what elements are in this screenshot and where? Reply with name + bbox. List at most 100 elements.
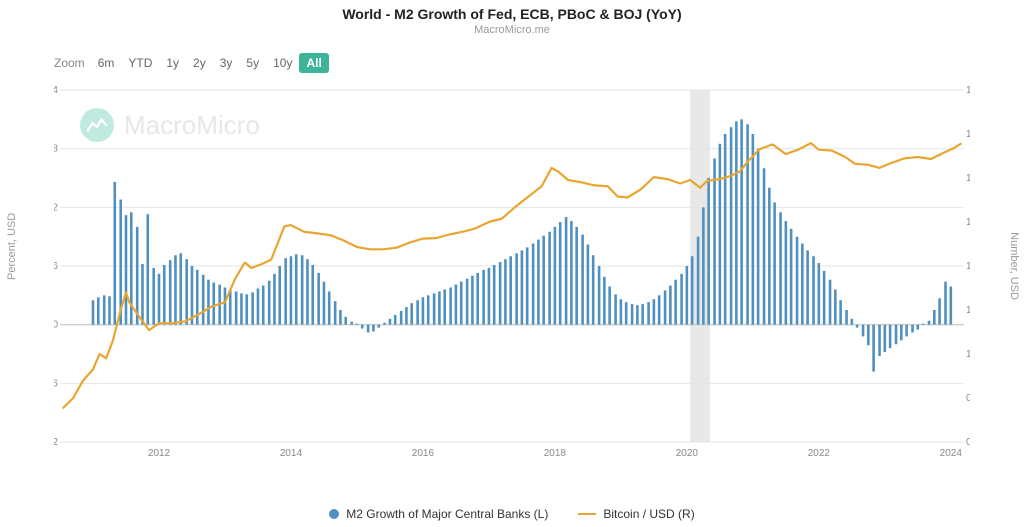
bar xyxy=(851,319,854,325)
bar xyxy=(295,254,298,324)
ytick-left: 12 xyxy=(54,202,58,213)
bar xyxy=(686,266,689,325)
bar xyxy=(713,158,716,324)
zoom-1y[interactable]: 1y xyxy=(159,53,186,73)
bar xyxy=(735,121,738,324)
bar xyxy=(845,310,848,325)
bar xyxy=(410,303,413,325)
zoom-ytd[interactable]: YTD xyxy=(121,53,159,73)
bar xyxy=(636,305,639,325)
bar xyxy=(867,325,870,346)
bar xyxy=(928,321,931,325)
bar xyxy=(724,134,727,325)
zoom-2y[interactable]: 2y xyxy=(186,53,213,73)
bar xyxy=(471,276,474,325)
xtick: 2020 xyxy=(676,448,699,459)
bar xyxy=(542,236,545,325)
bar xyxy=(290,256,293,324)
bar xyxy=(570,221,573,325)
bar xyxy=(224,288,227,325)
bar xyxy=(653,299,656,324)
bar xyxy=(889,325,892,348)
bar xyxy=(641,304,644,325)
bar xyxy=(389,319,392,325)
bar xyxy=(608,287,611,325)
bar xyxy=(344,317,347,325)
zoom-all[interactable]: All xyxy=(299,53,328,73)
bar xyxy=(268,281,271,325)
y-axis-left-label: Percent, USD xyxy=(6,213,18,280)
bar xyxy=(647,302,650,324)
legend-item-line[interactable]: Bitcoin / USD (R) xyxy=(578,507,694,521)
bar xyxy=(394,315,397,325)
bar xyxy=(240,293,243,324)
bar xyxy=(872,325,875,372)
bar xyxy=(796,237,799,325)
bar xyxy=(631,304,634,325)
bar xyxy=(674,280,677,325)
bar xyxy=(174,255,177,324)
zoom-label: Zoom xyxy=(54,56,85,70)
bar xyxy=(900,325,903,341)
zoom-5y[interactable]: 5y xyxy=(239,53,266,73)
bar xyxy=(163,265,166,325)
bar xyxy=(592,255,595,324)
ytick-left: 24 xyxy=(54,86,58,96)
bar xyxy=(125,215,128,325)
bar xyxy=(383,323,386,325)
zoom-10y[interactable]: 10y xyxy=(266,53,299,73)
bar xyxy=(691,256,694,324)
bar xyxy=(356,324,359,325)
bar xyxy=(620,299,623,324)
xtick: 2012 xyxy=(148,448,171,459)
bar xyxy=(372,325,375,332)
zoom-6m[interactable]: 6m xyxy=(91,53,122,73)
y-axis-right-label: Number, USD xyxy=(1008,232,1020,300)
ytick-right: 1K xyxy=(966,217,970,228)
bar xyxy=(785,221,788,325)
ytick-left: 0 xyxy=(54,320,58,331)
zoom-3y[interactable]: 3y xyxy=(213,53,240,73)
ytick-right: 1M xyxy=(966,86,970,96)
bar xyxy=(575,227,578,325)
bar xyxy=(169,260,172,325)
bar xyxy=(311,265,314,325)
bar xyxy=(614,294,617,324)
bar xyxy=(158,274,161,325)
bar xyxy=(740,119,743,324)
bar xyxy=(806,250,809,324)
bar xyxy=(212,283,215,325)
bar xyxy=(377,325,380,328)
legend: M2 Growth of Major Central Banks (L) Bit… xyxy=(0,507,1024,521)
bar xyxy=(466,279,469,325)
bar xyxy=(136,227,139,325)
bar xyxy=(917,325,920,330)
legend-bar-label: M2 Growth of Major Central Banks (L) xyxy=(346,507,548,521)
xtick: 2018 xyxy=(544,448,567,459)
chart-plot-area: -12-6061218240.010.11101001K10K100K1M201… xyxy=(54,86,970,466)
bar xyxy=(933,310,936,325)
ytick-right: 100K xyxy=(966,129,970,140)
chart-svg: -12-6061218240.010.11101001K10K100K1M201… xyxy=(54,86,970,466)
bar xyxy=(455,285,458,325)
bar xyxy=(427,295,430,324)
bar xyxy=(185,259,188,325)
bar xyxy=(680,274,683,325)
ytick-right: 0.1 xyxy=(966,393,970,404)
bar xyxy=(361,325,364,329)
bar xyxy=(262,286,265,325)
bar xyxy=(334,301,337,324)
legend-item-bars[interactable]: M2 Growth of Major Central Banks (L) xyxy=(329,507,548,521)
bar xyxy=(587,244,590,324)
zoom-controls: Zoom 6mYTD1y2y3y5y10yAll xyxy=(54,56,329,70)
bar xyxy=(416,300,419,324)
bar xyxy=(763,168,766,324)
bar xyxy=(521,250,524,324)
bar xyxy=(92,300,95,324)
bar xyxy=(559,222,562,325)
bar xyxy=(884,325,887,352)
bar xyxy=(306,259,309,325)
bar xyxy=(944,282,947,325)
bar xyxy=(768,188,771,325)
bar xyxy=(878,325,881,356)
